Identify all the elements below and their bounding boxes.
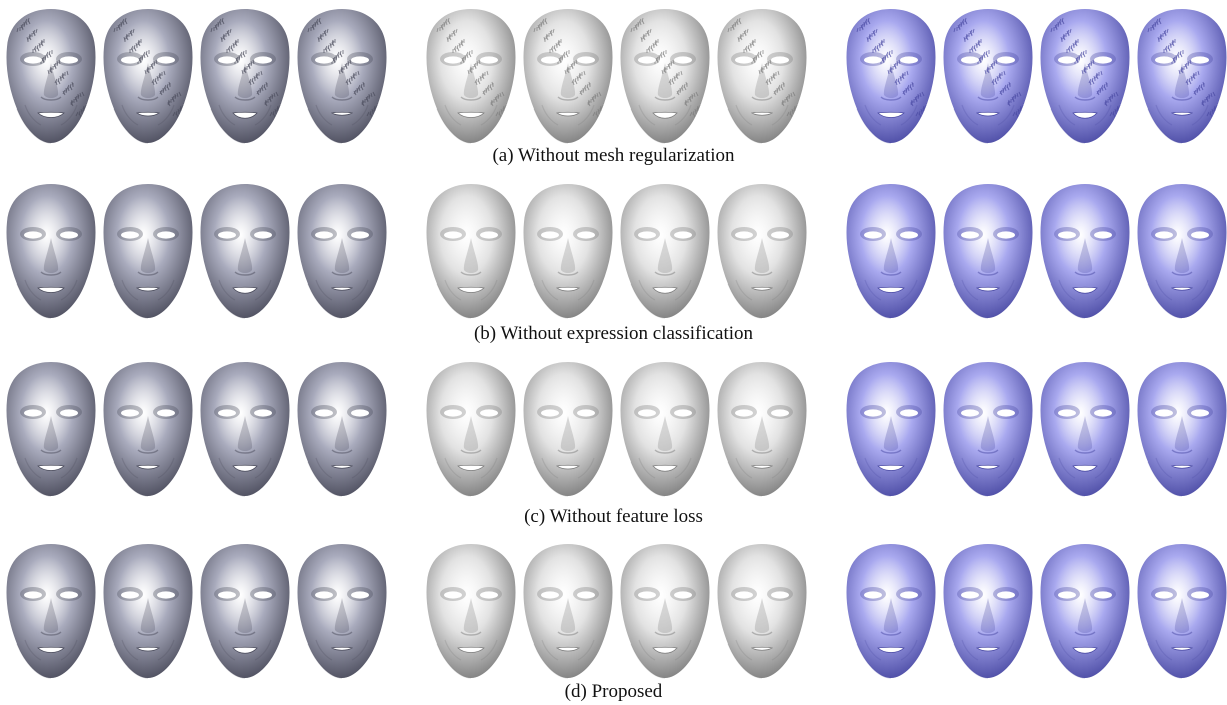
face-render xyxy=(423,5,519,147)
face-render xyxy=(100,180,196,322)
face-group-light xyxy=(423,180,811,322)
face-render xyxy=(617,5,713,147)
face-render xyxy=(940,180,1036,322)
face-render xyxy=(843,540,939,682)
face-render xyxy=(1037,5,1133,147)
face-render xyxy=(940,358,1036,500)
face-render xyxy=(714,5,810,147)
face-render xyxy=(197,358,293,500)
row-proposed xyxy=(0,540,1227,682)
face-render xyxy=(940,540,1036,682)
face-render xyxy=(423,358,519,500)
face-render xyxy=(294,540,390,682)
face-group-light xyxy=(423,358,811,500)
face-render xyxy=(423,180,519,322)
face-group-gray xyxy=(3,180,391,322)
face-render xyxy=(3,540,99,682)
face-render xyxy=(3,5,99,147)
face-render xyxy=(520,5,616,147)
face-render xyxy=(843,180,939,322)
caption-c: (c) Without feature loss xyxy=(524,506,703,527)
face-render xyxy=(294,358,390,500)
face-render xyxy=(100,5,196,147)
face-render xyxy=(617,180,713,322)
face-render xyxy=(197,180,293,322)
face-render xyxy=(197,540,293,682)
row-without-mesh-regularization xyxy=(0,5,1227,147)
face-render xyxy=(1134,180,1227,322)
face-render xyxy=(197,5,293,147)
face-group-light xyxy=(423,540,811,682)
face-group-blue xyxy=(843,540,1227,682)
face-render xyxy=(3,358,99,500)
face-render xyxy=(714,180,810,322)
caption-b: (b) Without expression classification xyxy=(473,323,754,344)
row-without-feature-loss xyxy=(0,358,1227,500)
face-group-blue xyxy=(843,358,1227,500)
face-render xyxy=(1134,5,1227,147)
face-render xyxy=(520,540,616,682)
face-render xyxy=(294,180,390,322)
face-group-gray xyxy=(3,358,391,500)
face-group-gray xyxy=(3,540,391,682)
face-render xyxy=(714,540,810,682)
face-render xyxy=(843,5,939,147)
face-render xyxy=(617,540,713,682)
face-render xyxy=(1037,540,1133,682)
face-group-blue xyxy=(843,5,1227,147)
face-render xyxy=(1037,180,1133,322)
face-group-blue xyxy=(843,180,1227,322)
face-render xyxy=(940,5,1036,147)
face-render xyxy=(294,5,390,147)
face-render xyxy=(714,358,810,500)
face-group-light xyxy=(423,5,811,147)
face-render xyxy=(1134,358,1227,500)
caption-a: (a) Without mesh regularization xyxy=(492,145,735,166)
row-without-expression-classification xyxy=(0,180,1227,322)
face-render xyxy=(1037,358,1133,500)
face-render xyxy=(617,358,713,500)
face-render xyxy=(1134,540,1227,682)
face-render xyxy=(100,358,196,500)
face-render xyxy=(100,540,196,682)
face-render xyxy=(843,358,939,500)
face-render xyxy=(423,540,519,682)
face-render xyxy=(520,358,616,500)
face-render xyxy=(3,180,99,322)
caption-d: (d) Proposed xyxy=(564,681,663,702)
face-render xyxy=(520,180,616,322)
face-group-gray xyxy=(3,5,391,147)
